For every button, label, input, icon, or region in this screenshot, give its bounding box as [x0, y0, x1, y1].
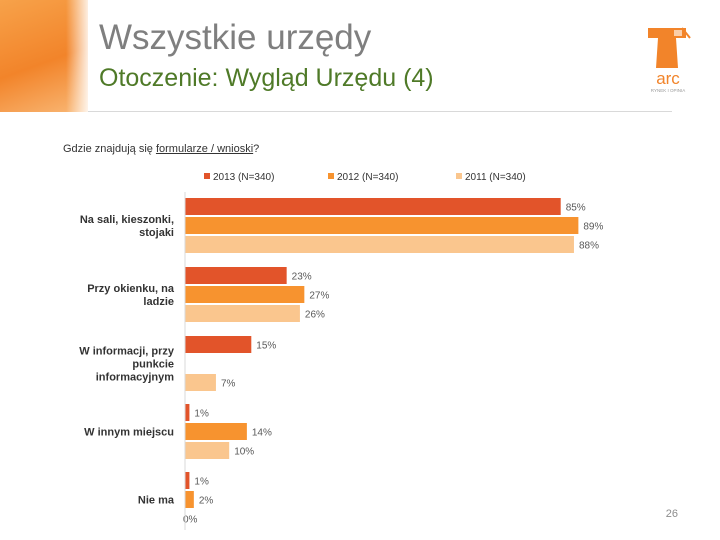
- legend-label: 2012 (N=340): [337, 172, 398, 183]
- data-label: 1%: [194, 409, 209, 420]
- data-label: 7%: [221, 379, 236, 390]
- bar: [185, 217, 579, 234]
- bar: [185, 491, 194, 508]
- category-label: Przy okienku, na: [87, 283, 175, 295]
- data-label: 15%: [256, 341, 276, 352]
- data-label: 23%: [292, 272, 312, 283]
- logo-tagline: RYNEK I OPINIA: [651, 88, 685, 93]
- data-label: 2%: [199, 496, 214, 507]
- data-label: 10%: [234, 447, 254, 458]
- bar: [185, 305, 300, 322]
- bar: [185, 267, 287, 284]
- bar: [185, 336, 252, 353]
- legend-label: 2011 (N=340): [465, 172, 526, 183]
- data-label: 89%: [583, 222, 603, 233]
- page-title: Wszystkie urzędy: [99, 18, 372, 57]
- bar-chart: 2013 (N=340) 2012 (N=340) 2011 (N=340) Na s…: [79, 172, 604, 530]
- bar: [185, 423, 247, 440]
- category-label: punkcie: [132, 359, 174, 371]
- bar: [185, 236, 574, 253]
- question-prefix: Gdzie znajdują się: [63, 143, 156, 155]
- header-divider: [88, 111, 672, 112]
- bar: [185, 442, 230, 459]
- category-label: informacyjnym: [96, 372, 174, 384]
- arc-logo: arc RYNEK I OPINIA: [648, 27, 691, 93]
- page-subtitle: Otoczenie: Wygląd Urzędu (4): [99, 64, 434, 92]
- category-label: Nie ma: [138, 495, 175, 507]
- category-label: ladzie: [143, 296, 174, 308]
- legend-swatch: [204, 173, 210, 179]
- legend-swatch: [456, 173, 462, 179]
- bar: [185, 404, 190, 421]
- category-label: W innym miejscu: [84, 427, 174, 439]
- category-label: stojaki: [139, 227, 174, 239]
- data-label: 85%: [566, 203, 586, 214]
- question-underlined: formularze / wnioski: [155, 143, 254, 155]
- legend-swatch: [328, 173, 334, 179]
- data-label: 1%: [194, 477, 209, 488]
- bar: [185, 198, 561, 215]
- category-label: Na sali, kieszonki,: [80, 214, 174, 226]
- category-label: W informacji, przy: [79, 346, 175, 358]
- data-label: 88%: [579, 241, 599, 252]
- survey-question: Gdzie znajdują się formularze / wnioski?: [63, 143, 259, 155]
- data-label: 27%: [309, 291, 329, 302]
- bar: [185, 286, 305, 303]
- question-suffix: ?: [253, 143, 260, 155]
- data-label: 0%: [183, 515, 198, 526]
- logo-text: arc: [656, 69, 680, 88]
- bar: [185, 374, 216, 391]
- data-label: 14%: [252, 428, 272, 439]
- data-label: 26%: [305, 310, 325, 321]
- header-accent-band: [0, 0, 88, 112]
- page-number: 26: [665, 508, 678, 520]
- legend-label: 2013 (N=340): [213, 172, 274, 183]
- bar: [185, 472, 190, 489]
